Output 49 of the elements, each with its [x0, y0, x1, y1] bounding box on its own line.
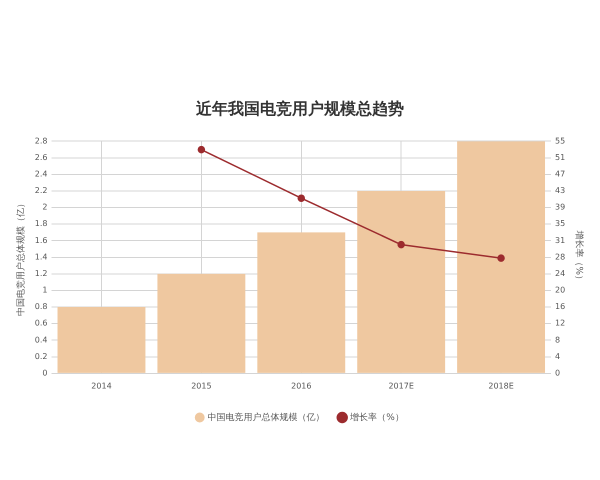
y-tick-label: 0.6	[34, 318, 48, 328]
y-tick-label: 1.4	[34, 252, 48, 262]
x-tick-label: 2018E	[488, 381, 514, 390]
y2-tick-label: 35	[555, 219, 566, 228]
y2-tick-label: 47	[555, 169, 566, 178]
x-tick-label: 2016	[291, 381, 312, 390]
point	[397, 240, 405, 248]
bar	[58, 307, 146, 373]
y2-tick-label: 43	[555, 186, 566, 196]
y2-tick-label: 4	[555, 352, 560, 361]
y-tick-label: 0.4	[34, 335, 48, 344]
y2-tick-label: 12	[555, 318, 566, 328]
y2-tick-label: 31	[555, 236, 566, 245]
point	[497, 254, 505, 262]
x-tick-label: 2014	[91, 381, 112, 390]
y-tick-label: 2	[42, 202, 48, 212]
x-tick-label: 2015	[191, 381, 212, 390]
y-tick-label: 0.2	[34, 352, 48, 361]
chart-title: 近年我国电竞用户规模总趋势	[195, 98, 404, 118]
y-axis-title: 中国电竞用户总体规模（亿）	[16, 198, 27, 316]
y2-axis-title: 增长率（%）	[573, 230, 584, 284]
legend-label: 中国电竞用户总体规模（亿）	[208, 412, 325, 423]
y2-tick-label: 16	[555, 302, 566, 312]
y2-tick-label: 20	[555, 286, 566, 295]
bar	[157, 274, 246, 373]
point	[298, 194, 306, 202]
bar	[257, 232, 346, 373]
y-tick-label: 1.6	[34, 236, 48, 245]
y2-tick-label: 24	[555, 268, 566, 278]
y-tick-label: 2.8	[34, 136, 48, 146]
y-tick-label: 2.4	[34, 169, 48, 178]
y2-tick-label: 0	[555, 368, 560, 378]
y2-tick-label: 28	[555, 252, 566, 262]
y-tick-label: 1.8	[34, 219, 48, 228]
y-tick-label: 0	[42, 368, 48, 378]
y2-tick-label: 55	[555, 136, 566, 146]
y-tick-label: 1	[42, 286, 48, 295]
y2-tick-label: 8	[555, 335, 560, 344]
legend-label: 增长率（%）	[349, 412, 404, 423]
x-tick-label: 2017E	[388, 381, 414, 390]
bar	[457, 141, 546, 373]
y-tick-label: 2.2	[34, 186, 48, 196]
point	[198, 146, 206, 154]
y2-tick-label: 51	[555, 152, 566, 162]
y-tick-label: 0.8	[34, 302, 48, 312]
y-tick-label: 2.6	[34, 152, 48, 162]
bar	[357, 190, 446, 373]
y2-tick-label: 39	[555, 202, 566, 212]
y-tick-label: 1.2	[34, 268, 48, 278]
